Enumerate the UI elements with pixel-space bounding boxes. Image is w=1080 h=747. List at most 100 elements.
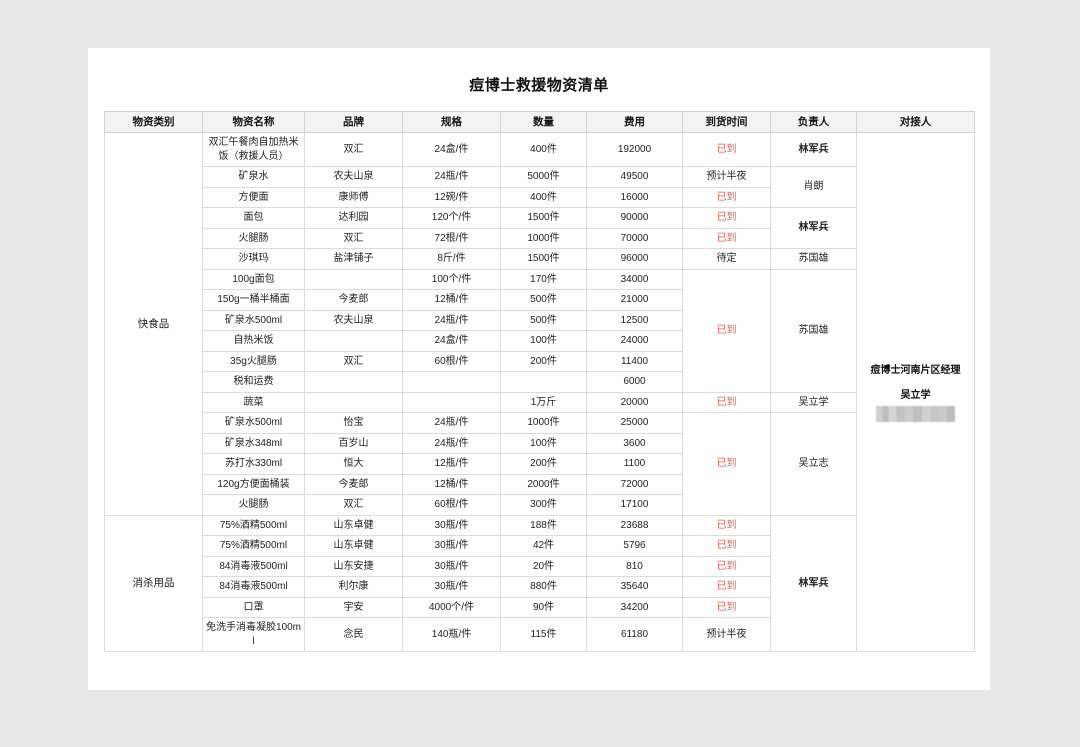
table-row[interactable]: 矿泉水 农夫山泉 24瓶/件 5000件 49500 预计半夜 肖朗: [105, 166, 975, 209]
cell-item-name[interactable]: 150g一桶半桶面: [202, 289, 305, 311]
col-header-category[interactable]: 物资类别: [104, 110, 203, 134]
col-header-cost[interactable]: 费用: [586, 110, 683, 134]
cell-quantity[interactable]: [500, 371, 587, 393]
cell-cost[interactable]: 35640: [586, 576, 683, 598]
cell-quantity[interactable]: 1500件: [500, 207, 587, 229]
col-header-owner[interactable]: 负责人: [770, 110, 857, 134]
cell-quantity[interactable]: 400件: [500, 186, 587, 209]
cell-eta-arrived[interactable]: 已到: [682, 207, 771, 229]
cell-spec[interactable]: 12瓶/件: [402, 453, 501, 475]
cell-cost[interactable]: 72000: [586, 473, 683, 496]
col-header-item-name[interactable]: 物资名称: [202, 110, 305, 134]
cell-cost[interactable]: 25000: [586, 412, 683, 434]
cell-owner[interactable]: 林军兵: [770, 207, 857, 250]
cell-category[interactable]: 快食品: [104, 132, 203, 516]
cell-brand[interactable]: 双汇: [304, 227, 403, 250]
cell-brand[interactable]: 盐津铺子: [304, 248, 403, 270]
cell-item-name[interactable]: 税和运费: [202, 371, 305, 393]
cell-quantity[interactable]: 880件: [500, 576, 587, 598]
cell-category[interactable]: 消杀用品: [104, 514, 203, 653]
cell-brand[interactable]: 今麦郎: [304, 289, 403, 311]
cell-eta-arrived[interactable]: 已到: [682, 555, 771, 578]
cell-quantity[interactable]: 500件: [500, 289, 587, 311]
cell-quantity[interactable]: 500件: [500, 309, 587, 332]
cell-item-name[interactable]: 口罩: [202, 596, 305, 619]
table-row[interactable]: 口罩 宇安 4000个/件 90件 34200 已到: [105, 596, 975, 619]
table-row[interactable]: 消杀用品 75%酒精500ml 山东卓健 30瓶/件 188件 23688 已到 林军兵: [104, 514, 975, 653]
cell-spec[interactable]: 72根/件: [402, 227, 501, 250]
cell-owner[interactable]: 林军兵: [770, 514, 857, 653]
cell-spec[interactable]: 30瓶/件: [402, 514, 501, 537]
cell-item-name[interactable]: 火腿肠: [202, 494, 305, 516]
cell-item-name[interactable]: 矿泉水500ml: [202, 412, 305, 434]
cell-quantity[interactable]: 170件: [500, 268, 587, 291]
cell-eta-arrived[interactable]: 已到: [682, 596, 771, 619]
cell-brand[interactable]: [304, 268, 403, 291]
cell-brand[interactable]: 农夫山泉: [304, 166, 403, 188]
cell-brand[interactable]: 双汇: [304, 494, 403, 516]
cell-quantity[interactable]: 100件: [500, 432, 587, 455]
cell-spec[interactable]: 100个/件: [402, 268, 501, 291]
cell-spec[interactable]: 24瓶/件: [402, 432, 501, 455]
cell-item-name[interactable]: 84消毒液500ml: [202, 576, 305, 598]
cell-item-name[interactable]: 120g方便面桶装: [202, 473, 305, 496]
table-row[interactable]: 75%酒精500ml 山东卓健 30瓶/件 42件 5796 已到: [105, 535, 975, 557]
cell-spec[interactable]: 24瓶/件: [402, 412, 501, 434]
cell-spec[interactable]: 12桶/件: [402, 289, 501, 311]
table-row[interactable]: 免洗手消毒凝胶100ml 念民 140瓶/件 115件 61180 预计半夜: [105, 617, 975, 653]
cell-eta[interactable]: 待定: [682, 248, 771, 270]
cell-brand[interactable]: 今麦郎: [304, 473, 403, 496]
cell-eta-arrived[interactable]: 已到: [682, 132, 771, 168]
cell-quantity[interactable]: 115件: [500, 617, 587, 653]
cell-item-name[interactable]: 免洗手消毒凝胶100ml: [202, 617, 305, 653]
cell-owner[interactable]: 肖朗: [770, 166, 857, 209]
table-row[interactable]: 沙琪玛 盐津铺子 8斤/件 1500件 96000 待定 苏国雄: [105, 248, 975, 270]
cell-owner[interactable]: 吴立学: [770, 391, 857, 414]
col-header-spec[interactable]: 规格: [402, 110, 501, 134]
cell-brand[interactable]: 达利园: [304, 207, 403, 229]
cell-item-name[interactable]: 100g面包: [202, 268, 305, 291]
cell-spec[interactable]: 30瓶/件: [402, 555, 501, 578]
cell-brand[interactable]: 利尔康: [304, 576, 403, 598]
cell-brand[interactable]: [304, 371, 403, 393]
cell-spec[interactable]: 120个/件: [402, 207, 501, 229]
cell-item-name[interactable]: 苏打水330ml: [202, 453, 305, 475]
cell-eta-arrived[interactable]: 已到: [682, 535, 771, 557]
cell-brand[interactable]: 念民: [304, 617, 403, 653]
col-header-quantity[interactable]: 数量: [500, 110, 587, 134]
cell-spec[interactable]: 140瓶/件: [402, 617, 501, 653]
cell-quantity[interactable]: 200件: [500, 453, 587, 475]
table-row[interactable]: 自热米饭 24盒/件 100件 24000: [105, 330, 975, 352]
col-header-contact[interactable]: 对接人: [856, 110, 975, 134]
cell-brand[interactable]: 康师傅: [304, 186, 403, 209]
cell-item-name[interactable]: 自热米饭: [202, 330, 305, 352]
cell-cost[interactable]: 49500: [586, 166, 683, 188]
cell-spec[interactable]: 24盒/件: [402, 132, 501, 168]
cell-brand[interactable]: 农夫山泉: [304, 309, 403, 332]
cell-spec[interactable]: 30瓶/件: [402, 535, 501, 557]
table-row[interactable]: 120g方便面桶装 今麦郎 12桶/件 2000件 72000: [105, 473, 975, 496]
table-row[interactable]: 100g面包 100个/件 170件 34000 已到 苏国雄: [105, 268, 975, 393]
cell-brand[interactable]: 双汇: [304, 350, 403, 373]
cell-eta-arrived[interactable]: 已到: [682, 268, 771, 393]
cell-owner[interactable]: 吴立志: [770, 412, 857, 516]
table-row[interactable]: 矿泉水500ml 农夫山泉 24瓶/件 500件 12500: [105, 309, 975, 332]
cell-cost[interactable]: 90000: [586, 207, 683, 229]
cell-spec[interactable]: 12桶/件: [402, 473, 501, 496]
cell-quantity[interactable]: 1万斤: [500, 391, 587, 414]
cell-item-name[interactable]: 面包: [202, 207, 305, 229]
cell-cost[interactable]: 17100: [586, 494, 683, 516]
cell-item-name[interactable]: 矿泉水500ml: [202, 309, 305, 332]
cell-spec[interactable]: 24瓶/件: [402, 309, 501, 332]
table-row[interactable]: 蔬菜 1万斤 20000 已到 吴立学: [105, 391, 975, 414]
cell-eta-arrived[interactable]: 已到: [682, 227, 771, 250]
cell-eta-arrived[interactable]: 已到: [682, 186, 771, 209]
cell-spec[interactable]: 8斤/件: [402, 248, 501, 270]
table-row[interactable]: 苏打水330ml 恒大 12瓶/件 200件 1100: [105, 453, 975, 475]
cell-eta-arrived[interactable]: 已到: [682, 391, 771, 414]
cell-owner[interactable]: 苏国雄: [770, 268, 857, 393]
cell-item-name[interactable]: 75%酒精500ml: [202, 514, 305, 537]
cell-owner[interactable]: 林军兵: [770, 132, 857, 168]
cell-cost[interactable]: 21000: [586, 289, 683, 311]
